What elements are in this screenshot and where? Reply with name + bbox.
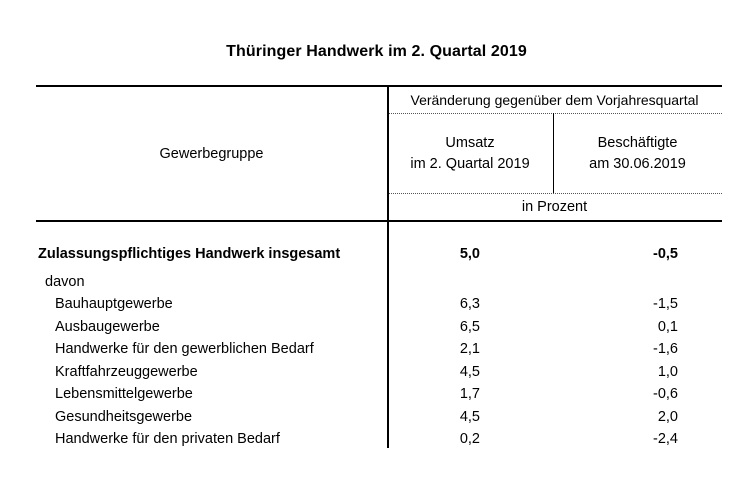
row-label: Gesundheitsgewerbe (55, 408, 193, 425)
row-beschaeftigte-value: -2,4 (653, 431, 678, 447)
header-right-section: Veränderung gegenüber dem Vorjahresquart… (387, 87, 722, 220)
row-beschaeftigte-value: -0,5 (653, 246, 678, 262)
row-beschaeftigte-value: 2,0 (657, 408, 678, 425)
row-beschaeftigte-value: -1,5 (653, 296, 678, 312)
beschaeftigte-header-line1: Beschäftigte (597, 134, 678, 151)
row-umsatz-value: 2,1 (459, 341, 480, 357)
row-label: Zulassungspflichtiges Handwerk insgesamt (38, 246, 341, 262)
row-label: davon (45, 273, 85, 290)
table-row: Kraftfahrzeuggewerbe 4,5 1,0 (36, 361, 722, 384)
row-label: Kraftfahrzeuggewerbe (55, 363, 198, 380)
table-row: Handwerke für den gewerblichen Bedarf 2,… (36, 338, 722, 361)
column-header-beschaeftigte: Beschäftigte am 30.06.2019 (553, 114, 722, 193)
table-header: Gewerbegruppe Veränderung gegenüber dem … (36, 87, 722, 222)
table-main-vertical-divider (387, 87, 389, 448)
table-row: Ausbaugewerbe 6,5 0,1 (36, 316, 722, 339)
column-span-header: Veränderung gegenüber dem Vorjahresquart… (387, 87, 722, 114)
table-body: Zulassungspflichtiges Handwerk insgesamt… (36, 222, 722, 451)
row-umsatz-value: 0,2 (459, 431, 480, 447)
table-row-total: Zulassungspflichtiges Handwerk insgesamt… (36, 243, 722, 266)
column-header-umsatz: Umsatz im 2. Quartal 2019 (387, 114, 553, 193)
table-row: Gesundheitsgewerbe 4,5 2,0 (36, 406, 722, 429)
header-subcolumn-divider (553, 113, 554, 193)
table-row: Lebensmittelgewerbe 1,7 -0,6 (36, 383, 722, 406)
row-beschaeftigte-value (553, 271, 722, 294)
row-label: Handwerke für den gewerblichen Bedarf (55, 341, 314, 357)
table-row: Handwerke für den privaten Bedarf 0,2 -2… (36, 428, 722, 451)
row-beschaeftigte-value: -1,6 (653, 341, 678, 357)
row-label: Handwerke für den privaten Bedarf (55, 431, 280, 447)
row-umsatz-value: 4,5 (459, 408, 480, 425)
table-row: Bauhauptgewerbe 6,3 -1,5 (36, 293, 722, 316)
header-subcolumns: Umsatz im 2. Quartal 2019 Beschäftigte a… (387, 114, 722, 194)
row-label: Lebensmittelgewerbe (55, 386, 193, 402)
umsatz-header-line1: Umsatz (445, 134, 495, 151)
row-beschaeftigte-value: 0,1 (657, 318, 678, 335)
row-label: Bauhauptgewerbe (55, 296, 173, 312)
row-umsatz-value (387, 271, 553, 294)
row-label: Ausbaugewerbe (55, 318, 160, 335)
row-umsatz-value: 4,5 (459, 363, 480, 380)
beschaeftigte-header-line2: am 30.06.2019 (589, 155, 686, 172)
column-header-gewerbegruppe: Gewerbegruppe (159, 145, 264, 162)
row-beschaeftigte-value: 1,0 (657, 363, 678, 380)
unit-header: in Prozent (521, 199, 588, 215)
row-beschaeftigte-value: -0,6 (653, 386, 678, 402)
row-umsatz-value: 1,7 (459, 386, 480, 402)
page-title: Thüringer Handwerk im 2. Quartal 2019 (226, 43, 527, 60)
statistics-table: Gewerbegruppe Veränderung gegenüber dem … (36, 85, 722, 451)
row-umsatz-value: 5,0 (459, 246, 480, 262)
table-row-davon: davon (36, 271, 722, 294)
umsatz-header-line2: im 2. Quartal 2019 (410, 155, 530, 172)
row-umsatz-value: 6,5 (459, 318, 480, 335)
row-umsatz-value: 6,3 (459, 296, 480, 312)
